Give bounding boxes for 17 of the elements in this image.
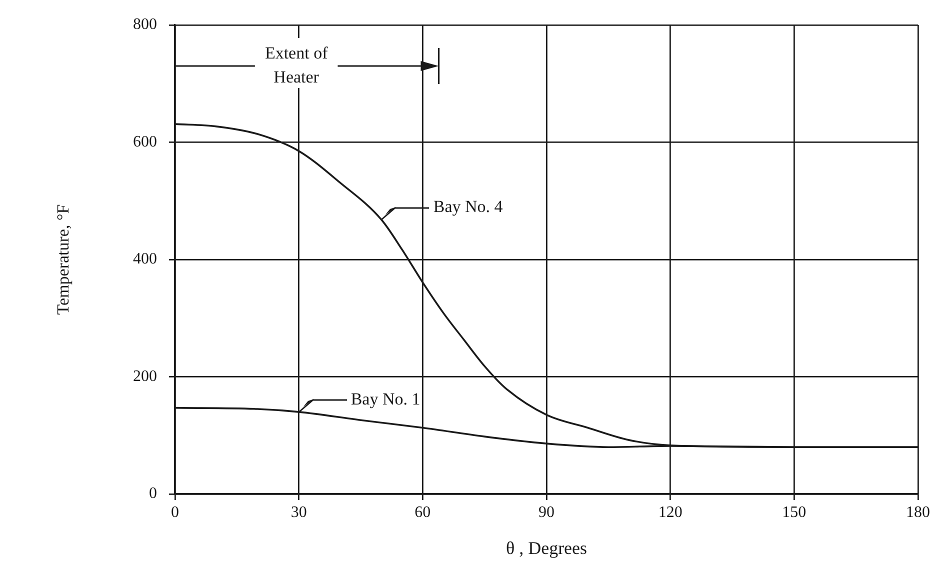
y-tick-label: 800 bbox=[133, 16, 157, 34]
x-tick-label: 60 bbox=[414, 504, 431, 521]
legend-label: Bay No. 1 bbox=[350, 389, 420, 408]
y-axis-title: Temperature, °F bbox=[54, 204, 73, 315]
annotation: Extent of Heater bbox=[264, 44, 328, 87]
y-tick-label: 400 bbox=[133, 250, 157, 268]
x-tick-label: 150 bbox=[782, 504, 806, 521]
x-tick-label: 0 bbox=[171, 504, 179, 521]
y-tick-label: 600 bbox=[133, 133, 157, 150]
y-tick-label: 0 bbox=[149, 485, 157, 502]
x-tick-label: 30 bbox=[290, 504, 307, 521]
x-axis-title: θ , Degrees bbox=[506, 538, 588, 558]
x-tick-label: 120 bbox=[658, 504, 682, 521]
legend-label: Bay No. 4 bbox=[433, 197, 504, 216]
y-tick-label: 200 bbox=[133, 368, 157, 385]
x-tick-label: 180 bbox=[906, 504, 930, 521]
x-tick-label: 90 bbox=[538, 504, 554, 521]
